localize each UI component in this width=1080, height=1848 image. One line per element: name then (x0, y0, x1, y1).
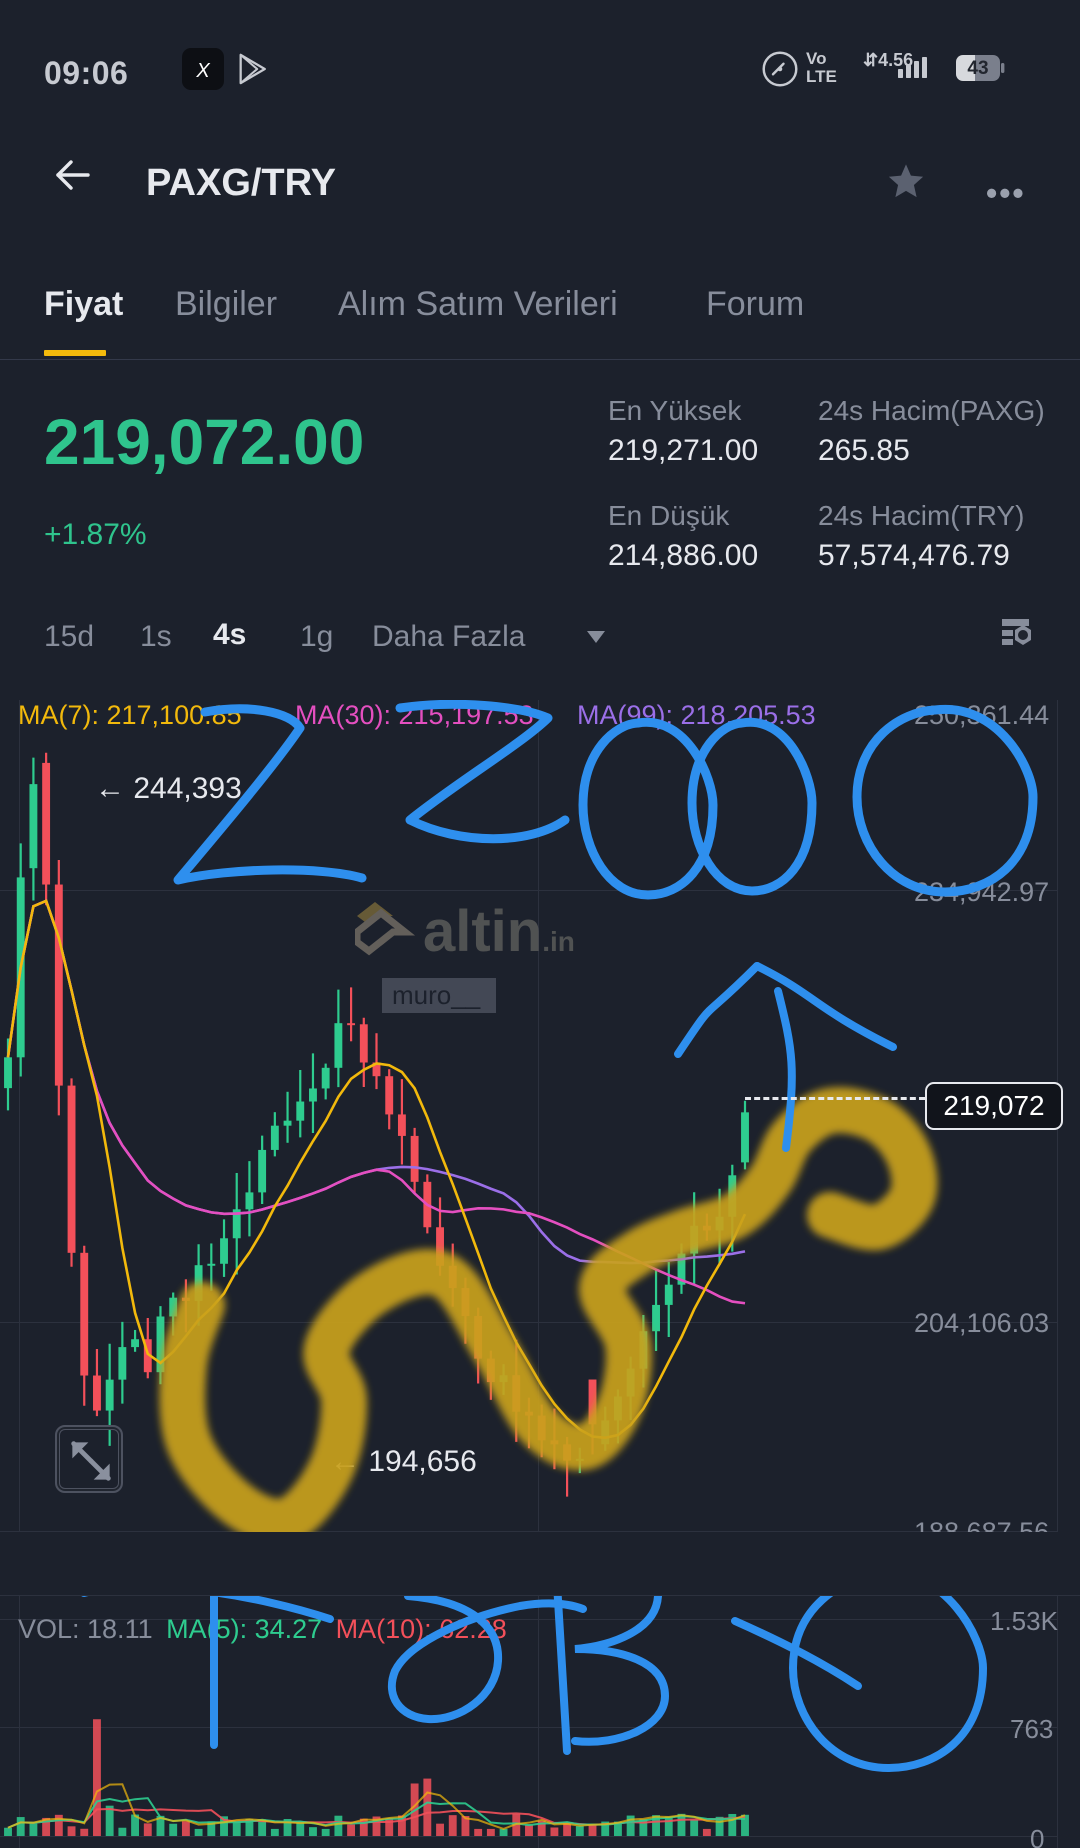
svg-text:43: 43 (967, 58, 988, 79)
svg-text:X: X (195, 60, 210, 82)
